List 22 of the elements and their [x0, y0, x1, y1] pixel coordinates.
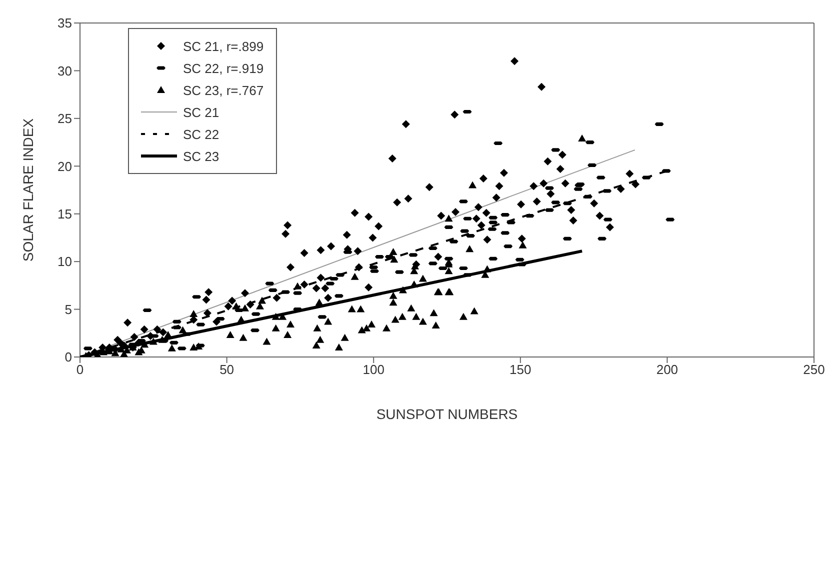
y-axis-title: SOLAR FLARE INDEX — [20, 118, 36, 262]
x-axis-title: SUNSPOT NUMBERS — [376, 406, 518, 422]
x-tick-label: 150 — [510, 362, 532, 378]
legend-label: SC 22, r=.919 — [183, 60, 264, 76]
legend-label: SC 23 — [183, 148, 220, 164]
x-tick-label: 200 — [656, 362, 678, 378]
y-tick-label: 30 — [58, 63, 72, 78]
x-tick-label: 250 — [803, 362, 825, 378]
legend-label: SC 21, r=.899 — [183, 38, 264, 54]
legend-label: SC 22 — [183, 126, 220, 142]
y-tick-label: 35 — [58, 16, 72, 31]
y-tick-label: 15 — [58, 206, 72, 222]
legend-label: SC 23, r=.767 — [183, 82, 264, 98]
x-tick-label: 50 — [220, 362, 234, 378]
y-tick-label: 20 — [58, 158, 72, 174]
y-tick-label: 0 — [64, 350, 72, 365]
y-tick-label: 10 — [58, 254, 72, 270]
x-tick-label: 100 — [362, 362, 384, 378]
y-tick-label: 5 — [64, 302, 72, 317]
x-tick-label: 0 — [76, 362, 84, 378]
legend-label: SC 21 — [183, 104, 220, 120]
y-tick-label: 25 — [58, 111, 72, 126]
